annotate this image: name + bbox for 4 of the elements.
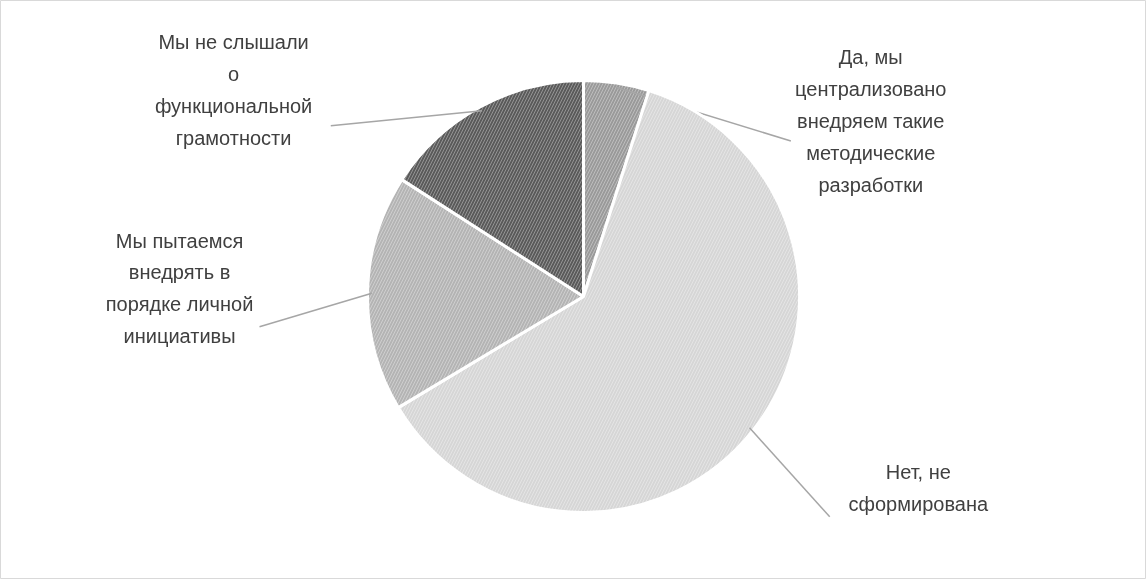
- slice-label: Нет, не сформирована: [848, 460, 989, 515]
- slice-label: Мы пытаемся внедрять в порядке личной инициативы: [105, 229, 254, 348]
- slice-label: Да, мы централизовано внедряем такие методические разработки: [795, 45, 947, 196]
- slice-label: Мы не слышали о функциональной грамотности: [154, 30, 313, 149]
